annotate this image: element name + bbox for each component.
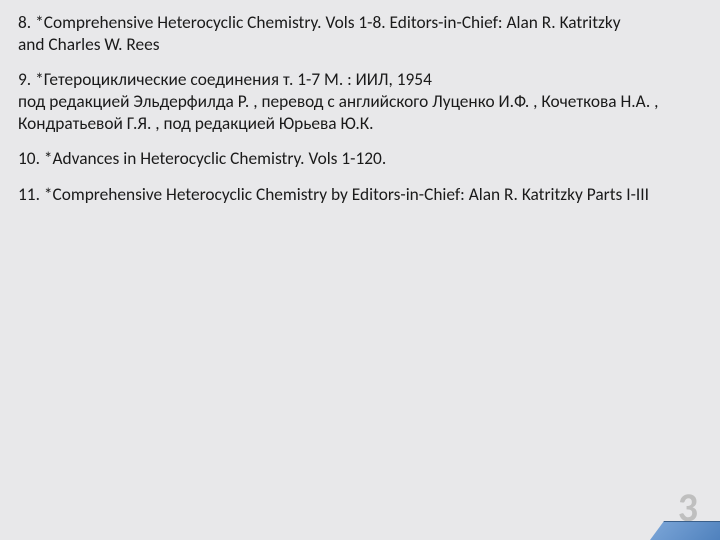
entry-line: 10. *Advances in Heterocyclic Chemistry.… (18, 148, 702, 170)
entry-line: 8. *Comprehensive Heterocyclic Chemistry… (18, 12, 702, 34)
entry-line: and Charles W. Rees (18, 34, 702, 56)
reference-entry-9: 9. *Гетероциклические соединения т. 1-7 … (18, 69, 702, 134)
entry-line: Кондратьевой Г.Я. , под редакцией Юрьева… (18, 113, 702, 135)
reference-entry-10: 10. *Advances in Heterocyclic Chemistry.… (18, 148, 702, 170)
slide-body: 8. *Comprehensive Heterocyclic Chemistry… (0, 0, 720, 540)
entry-line: 9. *Гетероциклические соединения т. 1-7 … (18, 69, 702, 91)
entry-line: под редакцией Эльдерфилда Р. , перевод с… (18, 91, 702, 113)
reference-entry-8: 8. *Comprehensive Heterocyclic Chemistry… (18, 12, 702, 55)
reference-entry-11: 11. *Comprehensive Heterocyclic Chemistr… (18, 184, 702, 206)
entry-line: 11. *Comprehensive Heterocyclic Chemistr… (18, 184, 702, 206)
corner-accent-shape (650, 521, 720, 540)
